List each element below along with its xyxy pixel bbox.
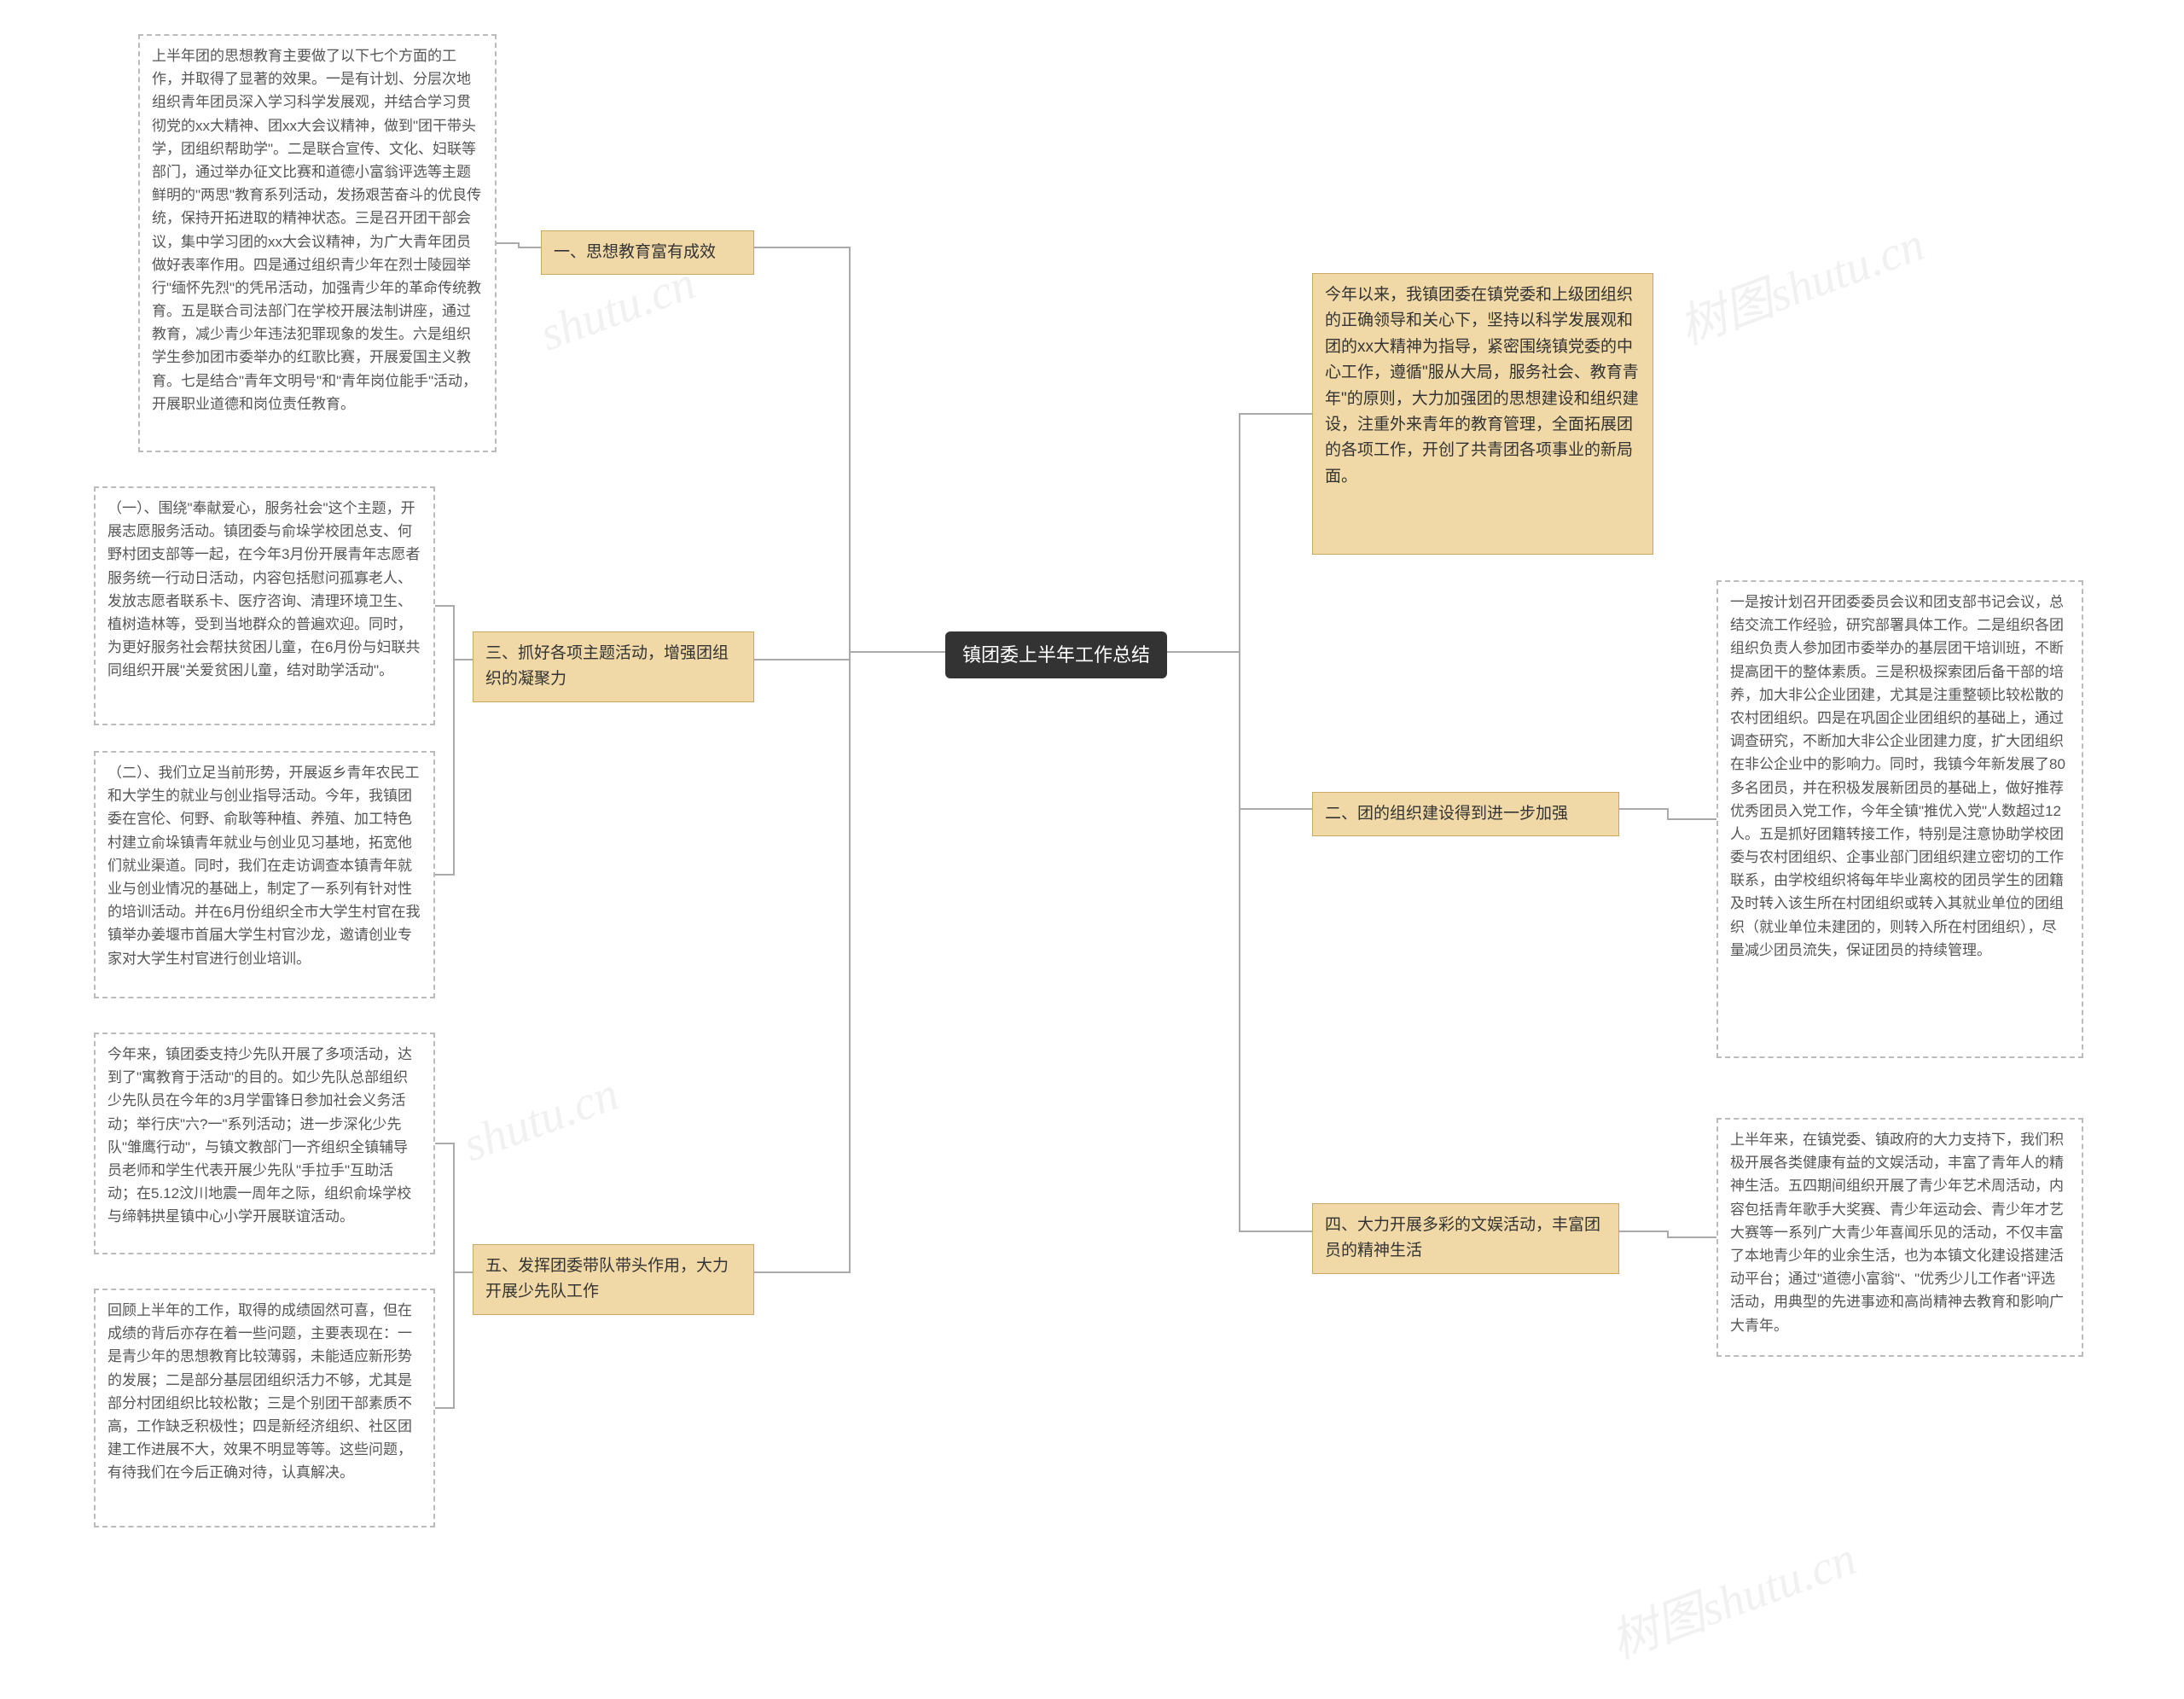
leaf-b2-0: 一是按计划召开团委委员会议和团支部书记会议，总结交流工作经验，研究部署具体工作。…	[1716, 580, 2083, 1058]
branch-intro: 今年以来，我镇团委在镇党委和上级团组织的正确领导和关心下，坚持以科学发展观和团的…	[1312, 273, 1653, 555]
watermark: shutu.cn	[456, 1067, 626, 1173]
watermark: 树图shutu.cn	[1600, 1520, 1864, 1673]
branch-b3: 三、抓好各项主题活动，增强团组织的凝聚力	[473, 631, 754, 702]
center-node: 镇团委上半年工作总结	[945, 631, 1167, 678]
leaf-b5-1: 回顾上半年的工作，取得的成绩固然可喜，但在成绩的背后亦存在着一些问题，主要表现在…	[94, 1289, 435, 1527]
leaf-b4-0: 上半年来，在镇党委、镇政府的大力支持下，我们积极开展各类健康有益的文娱活动，丰富…	[1716, 1118, 2083, 1357]
leaf-b3-1: （二）、我们立足当前形势，开展返乡青年农民工和大学生的就业与创业指导活动。今年，…	[94, 751, 435, 998]
branch-b2: 二、团的组织建设得到进一步加强	[1312, 792, 1619, 836]
leaf-b5-0: 今年来，镇团委支持少先队开展了多项活动，达到了"寓教育于活动"的目的。如少先队总…	[94, 1033, 435, 1254]
branch-b4: 四、大力开展多彩的文娱活动，丰富团员的精神生活	[1312, 1203, 1619, 1274]
watermark: 树图shutu.cn	[1668, 206, 1932, 358]
leaf-b3-0: （一）、围绕"奉献爱心，服务社会"这个主题，开展志愿服务活动。镇团委与俞垛学校团…	[94, 486, 435, 725]
leaf-b1-0: 上半年团的思想教育主要做了以下七个方面的工作，并取得了显著的效果。一是有计划、分…	[138, 34, 497, 452]
branch-b1: 一、思想教育富有成效	[541, 230, 754, 275]
branch-b5: 五、发挥团委带队带头作用，大力开展少先队工作	[473, 1244, 754, 1315]
